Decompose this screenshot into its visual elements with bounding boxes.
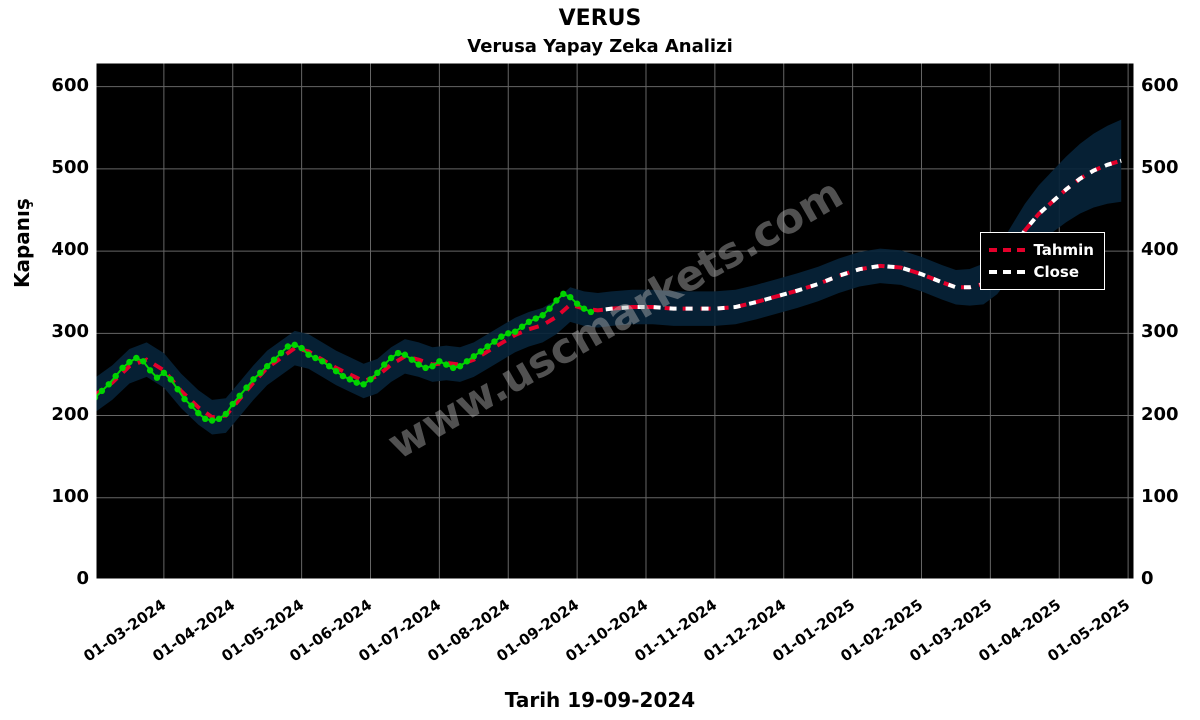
legend-swatch — [989, 270, 1025, 274]
chart-page: VERUS Verusa Yapay Zeka Analizi Kapanış … — [0, 0, 1200, 720]
y-tick-label: 0 — [76, 568, 89, 589]
y-axis-label: Kapanış — [10, 198, 34, 288]
y-tick-label: 600 — [51, 75, 89, 96]
y-tick-label: 500 — [51, 157, 89, 178]
y-tick-label: 200 — [51, 404, 89, 425]
plot-svg — [95, 62, 1135, 580]
plot-area: www.uscmarkets.com TahminClose — [95, 62, 1135, 580]
y-tick-label-right: 0 — [1141, 568, 1154, 589]
chart-subtitle: Verusa Yapay Zeka Analizi — [0, 36, 1200, 57]
legend-item: Close — [989, 261, 1094, 283]
legend-item: Tahmin — [989, 239, 1094, 261]
y-tick-label-right: 500 — [1141, 157, 1179, 178]
legend-label: Tahmin — [1033, 241, 1094, 259]
legend-label: Close — [1033, 263, 1079, 281]
y-tick-label-right: 400 — [1141, 239, 1179, 260]
legend-swatch — [989, 248, 1025, 252]
y-tick-label: 400 — [51, 239, 89, 260]
y-tick-label-right: 300 — [1141, 321, 1179, 342]
legend: Tahmin Close — [980, 232, 1105, 290]
y-tick-label-right: 600 — [1141, 75, 1179, 96]
x-axis-label: Tarih 19-09-2024 — [0, 688, 1200, 712]
y-tick-label: 300 — [51, 321, 89, 342]
y-tick-label: 100 — [51, 486, 89, 507]
y-tick-label-right: 200 — [1141, 404, 1179, 425]
y-tick-label-right: 100 — [1141, 486, 1179, 507]
chart-title: VERUS — [0, 6, 1200, 31]
